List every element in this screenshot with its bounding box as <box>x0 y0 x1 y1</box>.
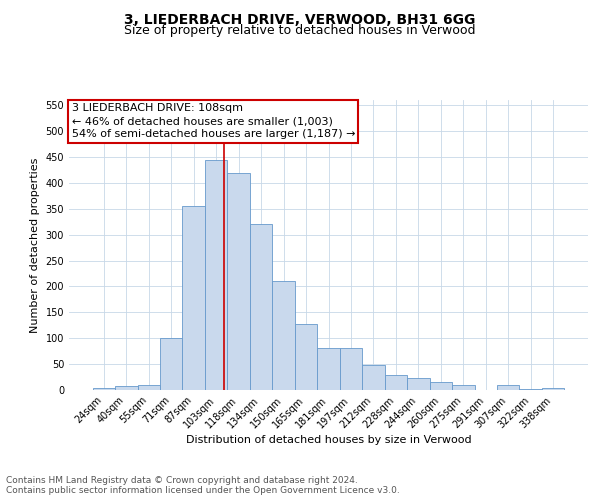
Bar <box>520 389 542 390</box>
Y-axis label: Number of detached properties: Number of detached properties <box>30 158 40 332</box>
Bar <box>340 348 362 390</box>
Text: Contains HM Land Registry data © Crown copyright and database right 2024.
Contai: Contains HM Land Registry data © Crown c… <box>6 476 400 495</box>
Bar <box>137 385 160 390</box>
Bar <box>182 206 205 390</box>
Bar <box>407 378 430 390</box>
Bar <box>362 365 385 390</box>
Bar <box>227 172 250 390</box>
Bar <box>497 385 520 390</box>
Bar <box>452 385 475 390</box>
X-axis label: Distribution of detached houses by size in Verwood: Distribution of detached houses by size … <box>185 436 472 446</box>
Bar <box>272 281 295 390</box>
Bar <box>542 388 565 390</box>
Bar <box>92 388 115 390</box>
Bar <box>160 338 182 390</box>
Bar <box>250 224 272 390</box>
Bar <box>430 382 452 390</box>
Text: 3, LIEDERBACH DRIVE, VERWOOD, BH31 6GG: 3, LIEDERBACH DRIVE, VERWOOD, BH31 6GG <box>124 12 476 26</box>
Text: Size of property relative to detached houses in Verwood: Size of property relative to detached ho… <box>124 24 476 37</box>
Bar <box>317 348 340 390</box>
Bar <box>385 375 407 390</box>
Text: 3 LIEDERBACH DRIVE: 108sqm
← 46% of detached houses are smaller (1,003)
54% of s: 3 LIEDERBACH DRIVE: 108sqm ← 46% of deta… <box>71 103 355 140</box>
Bar <box>295 324 317 390</box>
Bar <box>205 160 227 390</box>
Bar <box>115 386 137 390</box>
